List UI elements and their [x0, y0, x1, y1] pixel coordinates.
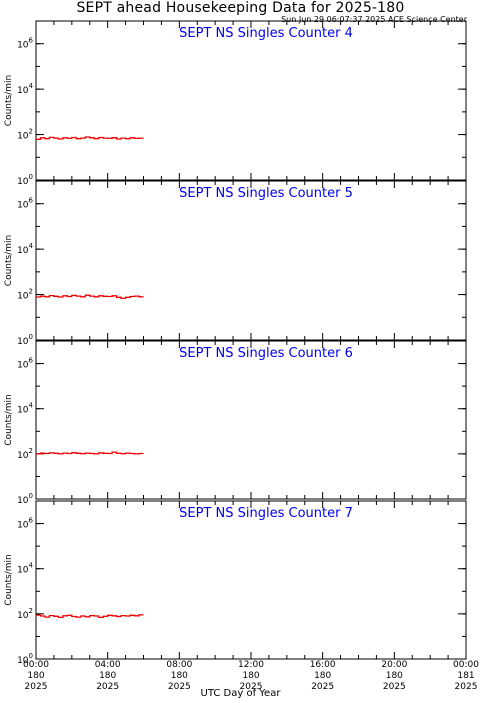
x-tick-day-label: 180 [242, 671, 259, 681]
x-axis-title: UTC Day of Year [200, 688, 281, 699]
y-tick-exponent: 2 [29, 128, 33, 136]
y-tick-label: 102 [17, 447, 33, 461]
y-tick-exponent: 2 [29, 607, 33, 615]
data-series-line [36, 451, 144, 455]
y-tick-exponent: 0 [29, 173, 33, 181]
x-tick-day-label: 180 [27, 671, 44, 681]
y-tick-exponent: 0 [29, 333, 33, 341]
data-series-line [36, 294, 144, 300]
x-tick-year-label: 2025 [455, 682, 478, 692]
y-tick-exponent: 4 [29, 402, 34, 410]
y-tick-exponent: 6 [29, 517, 34, 525]
y-tick-exponent: 6 [29, 197, 34, 205]
plot-frame [35, 20, 467, 181]
y-axis-label: Counts/min [4, 235, 14, 286]
data-series-line [36, 136, 144, 140]
y-tick-label: 100 [17, 492, 33, 506]
chart-title: SEPT ahead Housekeeping Data for 2025-18… [76, 0, 405, 16]
plot-frame [35, 340, 467, 500]
x-tick-time-label: 00:00 [23, 660, 49, 670]
y-tick-label: 104 [17, 402, 33, 416]
x-tick-time-label: 20:00 [381, 660, 407, 670]
x-tick-year-label: 2025 [383, 682, 406, 692]
y-tick-exponent: 4 [29, 82, 34, 90]
y-tick-label: 100 [17, 173, 33, 187]
y-tick-label: 104 [17, 562, 33, 576]
x-tick-day-label: 180 [99, 671, 116, 681]
y-tick-exponent: 6 [29, 37, 34, 45]
panel-1: 100 102 104 106 Counts/min SEPT NS Singles Co… [4, 20, 467, 187]
panel-title: SEPT NS Singles Counter 6 [179, 346, 353, 361]
x-tick-day-label: 180 [171, 671, 188, 681]
y-tick-label: 102 [17, 128, 33, 142]
x-tick-day-label: 180 [314, 671, 331, 681]
y-tick-exponent: 2 [29, 288, 33, 296]
y-tick-label: 106 [17, 197, 33, 211]
y-tick-label: 106 [17, 37, 33, 51]
x-tick-year-label: 2025 [96, 682, 119, 692]
x-tick-year-label: 2025 [25, 682, 48, 692]
x-tick-time-label: 04:00 [95, 660, 121, 670]
panel-title: SEPT NS Singles Counter 4 [179, 26, 353, 41]
y-axis-label: Counts/min [4, 554, 14, 605]
y-axis-label: Counts/min [4, 75, 14, 126]
x-tick-year-label: 2025 [168, 682, 191, 692]
y-tick-exponent: 4 [29, 562, 34, 570]
y-tick-label: 106 [17, 517, 33, 531]
panel-2: 100 102 104 106 Counts/min SEPT NS Singles Co… [4, 180, 467, 347]
x-tick-time-label: 00:00 [453, 660, 479, 670]
x-tick-time-label: 08:00 [166, 660, 192, 670]
y-tick-exponent: 4 [29, 242, 34, 250]
y-axis-label: Counts/min [4, 394, 14, 445]
y-tick-label: 100 [17, 333, 33, 347]
y-tick-exponent: 0 [29, 652, 33, 660]
plot-frame [35, 180, 467, 341]
x-tick-time-label: 12:00 [238, 660, 264, 670]
x-tick-time-label: 16:00 [310, 660, 336, 670]
x-tick-day-label: 181 [457, 671, 474, 681]
panel-3: 100 102 104 106 Counts/min SEPT NS Singles Co… [4, 340, 467, 506]
data-series-line [36, 614, 144, 619]
x-tick-year-label: 2025 [311, 682, 334, 692]
x-tick-year-label: 2025 [240, 682, 263, 692]
y-tick-exponent: 6 [29, 357, 34, 365]
panel-title: SEPT NS Singles Counter 7 [179, 506, 353, 521]
y-tick-label: 102 [17, 288, 33, 302]
y-tick-label: 106 [17, 357, 33, 371]
y-tick-label: 104 [17, 82, 33, 96]
x-tick-day-label: 180 [386, 671, 403, 681]
y-tick-label: 102 [17, 607, 33, 621]
plot-frame [35, 500, 467, 660]
y-tick-label: 104 [17, 242, 33, 256]
y-tick-exponent: 2 [29, 447, 33, 455]
panel-title: SEPT NS Singles Counter 5 [179, 186, 353, 201]
generation-timestamp: Sun Jun 29 06:07:37 2025 ACE Science Cen… [281, 15, 467, 24]
y-tick-exponent: 0 [29, 492, 33, 500]
